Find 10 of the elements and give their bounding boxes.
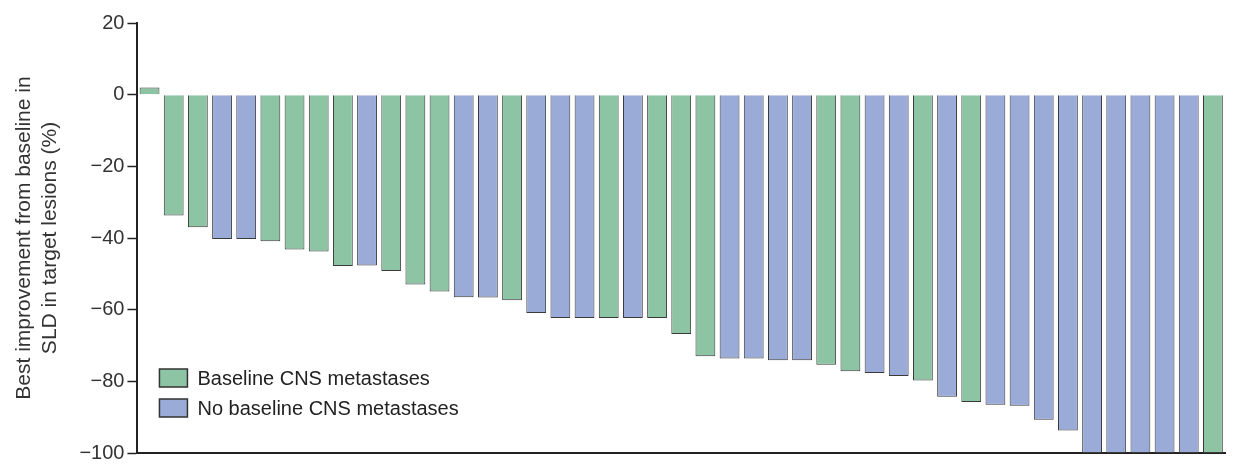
y-tick-label: 20 bbox=[102, 10, 125, 33]
y-tick-label: −40 bbox=[90, 225, 125, 248]
y-tick-label: −100 bbox=[79, 440, 125, 463]
legend-label: Baseline CNS metastases bbox=[197, 366, 430, 389]
y-tick-label: 0 bbox=[113, 82, 125, 105]
legend-label: No baseline CNS metastases bbox=[197, 396, 459, 419]
y-tick-label: −60 bbox=[90, 297, 125, 320]
y-axis-title: Best improvement from baseline in SLD in target lesions (%) bbox=[11, 76, 60, 400]
y-tick-label: −80 bbox=[90, 368, 125, 391]
y-tick-label: −20 bbox=[90, 153, 125, 176]
